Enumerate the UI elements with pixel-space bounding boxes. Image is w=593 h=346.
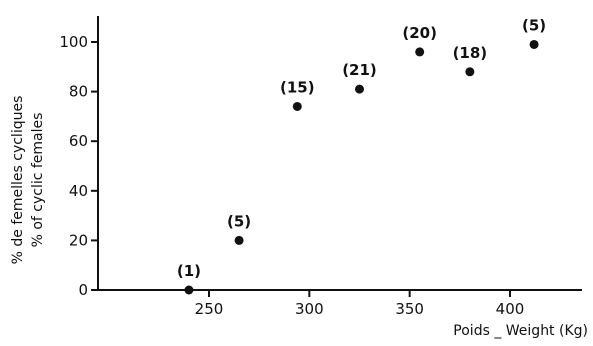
data-point — [529, 39, 539, 49]
data-point — [465, 67, 475, 77]
ticks: 0 20 40 60 80 100 250 300 350 400 — [59, 33, 524, 318]
y-tick-label: 60 — [69, 132, 88, 150]
y-tick-label: 40 — [69, 182, 88, 200]
y-tick-label: 80 — [69, 83, 88, 101]
x-tick-label: 300 — [295, 300, 324, 318]
data-label: (21) — [342, 61, 377, 79]
y-axis-title-line1: % de femelles cycliques — [10, 96, 26, 265]
data-point — [184, 285, 194, 295]
data-label: (18) — [453, 44, 488, 62]
data-label: (5) — [522, 16, 546, 34]
data-point — [415, 47, 425, 57]
axes — [97, 16, 582, 291]
x-tick-label: 350 — [395, 300, 424, 318]
y-axis-title-line2: % of cyclic females — [30, 113, 46, 248]
y-tick-label: 20 — [69, 231, 88, 249]
data-point — [292, 101, 302, 111]
x-tick-label: 250 — [195, 300, 224, 318]
data-points: (1) (5) (15) (21) (20) (18) (5) — [177, 16, 546, 295]
data-label: (20) — [402, 24, 437, 42]
y-axis-title: % de femelles cycliques % of cyclic fema… — [10, 96, 46, 265]
data-point — [234, 235, 244, 245]
y-tick-label: 100 — [59, 33, 88, 51]
data-label: (1) — [177, 262, 201, 280]
data-label: (15) — [280, 78, 315, 96]
x-axis-title: Poids _ Weight (Kg) — [453, 323, 588, 339]
data-point — [355, 84, 364, 94]
x-tick-label: 400 — [496, 300, 525, 318]
data-label: (5) — [227, 212, 251, 230]
y-tick-label: 0 — [78, 281, 88, 299]
